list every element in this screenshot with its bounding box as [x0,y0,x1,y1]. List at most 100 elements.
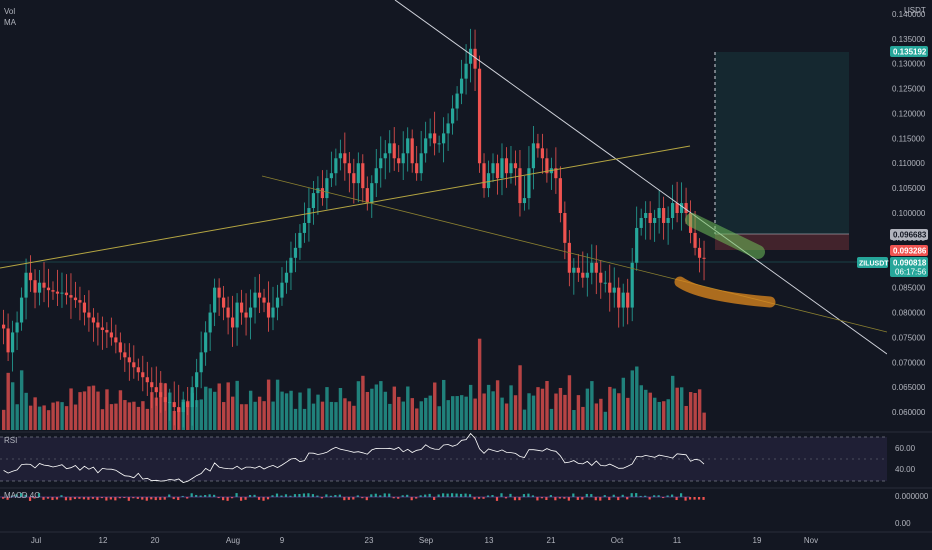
candle-body [204,332,208,353]
volume-bar [621,377,626,430]
candle-body [150,382,154,388]
candle-body [325,178,329,199]
volume-bar [630,370,634,430]
candle-body [545,158,549,174]
macd-bar [96,497,99,500]
volume-bar [302,408,307,430]
candle-body [671,203,675,218]
candle-body [352,173,356,184]
volume-bar [590,381,594,430]
macd-bar [531,495,535,497]
candle-body [455,93,459,109]
macd-bar [19,493,23,497]
macd-bar [437,494,440,497]
candle-body [608,282,612,293]
volume-bar [127,402,132,430]
volume-bar [199,399,203,430]
macd-bar [213,494,216,497]
macd-tick-1: 0.00 [895,519,911,528]
candle-body [576,267,580,273]
macd-bar [684,497,687,501]
candle-body [159,392,163,398]
volume-bar [491,391,495,430]
candle-body [581,272,585,278]
macd-bar [518,497,521,501]
macd-bar [635,493,638,497]
candle-body [51,290,55,292]
macd-bar [522,494,526,497]
candle-body [114,337,118,343]
macd-bar [123,497,126,499]
vol-legend[interactable]: Vol [4,7,15,16]
volume-bar [451,396,455,430]
volume-bar [518,365,522,430]
volume-bar [266,379,271,430]
macd-bar [352,497,355,500]
macd-bar [397,497,400,499]
macd-bar [105,497,108,501]
macd-bar [679,493,683,497]
volume-bar [662,401,666,430]
volume-bar [69,388,73,430]
candle-body [383,153,387,159]
macd-bar [406,494,409,497]
candle-body [230,317,235,328]
candle-body [531,143,536,169]
volume-bar [141,401,145,430]
macd-bar [590,494,593,497]
volume-bar [154,397,159,430]
macd-bar [608,497,611,501]
price-axis[interactable] [887,0,932,430]
candle-body [213,287,217,313]
candle-body [635,227,639,263]
volume-bar [697,389,702,430]
rsi-label[interactable]: RSI [4,436,17,445]
macd-bar [320,497,323,499]
volume-bar [370,388,374,430]
macd-bar [702,497,705,500]
macd-bar [253,494,256,497]
volume-bar [644,389,648,430]
volume-bar [392,386,397,430]
candle-body [558,178,562,214]
volume-bar [298,392,302,430]
candle-body [442,133,446,144]
macd-bar [410,497,413,501]
volume-bar [464,396,468,430]
volume-bar [563,394,567,430]
candle-body [585,272,589,278]
candle-body [617,287,621,308]
candle-body [329,173,333,179]
volume-bar [105,389,109,430]
macd-bar [132,497,135,499]
volume-bar [572,410,576,430]
macd-bar [459,493,463,497]
candle-body [621,292,625,308]
macd-bar [662,497,665,499]
volume-bar [657,401,661,430]
candle-body [527,168,531,199]
volume-bar [684,405,688,430]
macd-bar [24,494,27,497]
volume-bar [91,385,96,430]
macd-bar [495,497,499,501]
time-label: Oct [611,536,624,545]
volume-bar [352,405,356,430]
ma-legend[interactable]: MA [4,18,17,27]
candle-body [60,292,64,294]
candle-body [64,292,69,296]
candle-body [24,272,28,298]
volume-bar [482,393,486,430]
candle-body [626,292,630,308]
volume-bar [19,370,24,430]
volume-bar [329,401,334,430]
time-axis[interactable]: Jul 12 20 Aug 9 23 Sep 13 21 Oct 11 19 Nov [31,536,818,545]
macd-label[interactable]: MACD 4C [4,491,40,500]
rsi-tick-40: 40.00 [895,465,916,474]
candle-body [28,272,33,281]
candle-body [73,297,78,301]
macd-bar [401,495,404,497]
volume-bar [477,338,482,430]
macd-bar [199,495,202,497]
